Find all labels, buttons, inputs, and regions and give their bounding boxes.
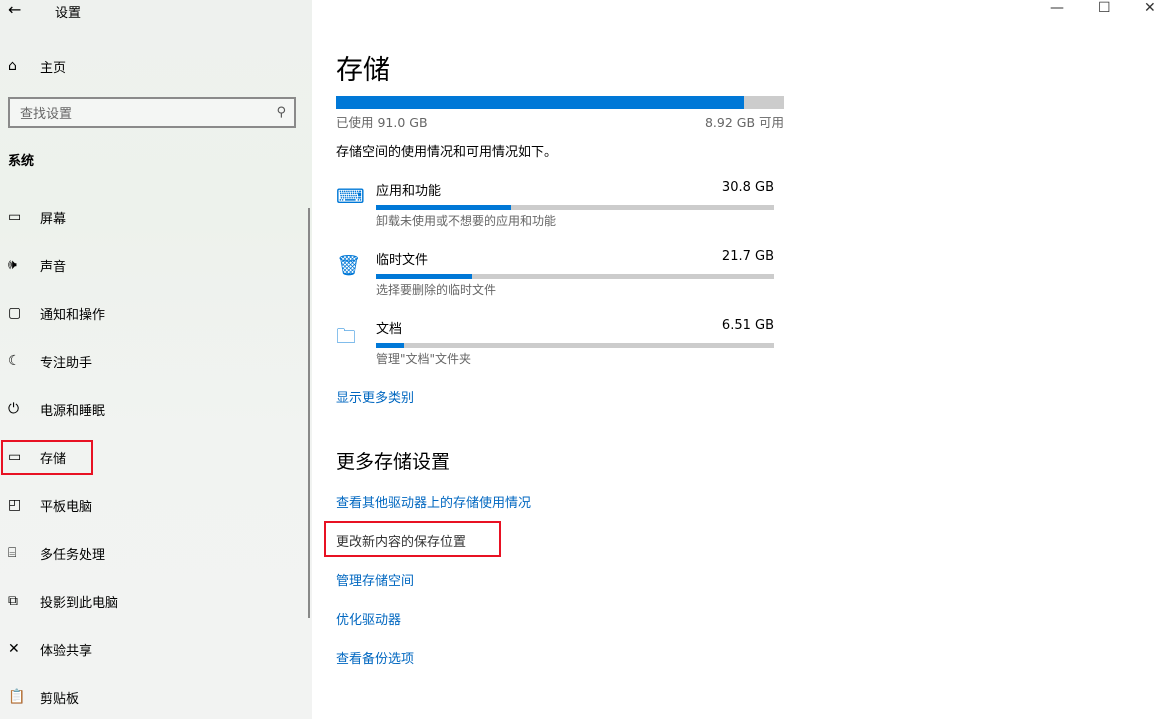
sidebar-item[interactable]: ✕ 体验共享 — [8, 637, 92, 661]
storage-settings-link[interactable]: 查看其他驱动器上的存储使用情况 — [336, 496, 532, 511]
category-name: 临时文件 — [376, 253, 429, 268]
search-input[interactable]: 查找设置 ⚲ — [8, 97, 296, 128]
home-icon: ⌂ — [8, 58, 17, 74]
category-size: 30.8 GB — [721, 180, 774, 195]
search-placeholder: 查找设置 — [20, 107, 73, 122]
sidebar-item-label: 存储 — [40, 451, 67, 467]
category-bar — [376, 343, 774, 348]
sidebar-item-label: 屏幕 — [40, 211, 67, 227]
sidebar-item-label: 通知和操作 — [40, 307, 106, 323]
sidebar-item[interactable]: ⌸ 多任务处理 — [8, 541, 105, 565]
highlight-box — [324, 521, 501, 557]
trash-icon: 🗑 — [336, 253, 362, 277]
category-bar — [376, 205, 774, 210]
storage-icon: ▭ — [8, 449, 22, 465]
share-icon: ✕ — [8, 641, 20, 657]
sidebar-item-label: 剪贴板 — [40, 691, 80, 707]
sidebar-item-label: 声音 — [40, 259, 67, 275]
category-name: 应用和功能 — [376, 184, 442, 199]
free-label: 8.92 GB 可用 — [704, 115, 784, 130]
category-bar-fill — [376, 274, 472, 279]
category-size: 21.7 GB — [721, 249, 774, 264]
more-heading: 更多存储设置 — [336, 451, 451, 473]
usage-description: 存储空间的使用情况和可用情况如下。 — [336, 145, 558, 160]
storage-settings-link[interactable]: 管理存储空间 — [336, 574, 415, 589]
used-label: 已使用 91.0 GB — [336, 115, 428, 130]
usage-bar-fill — [336, 96, 745, 109]
sidebar-item[interactable]: ⧉ 投影到此电脑 — [8, 589, 118, 613]
storage-settings-link[interactable]: 优化驱动器 — [336, 613, 402, 628]
sidebar-item[interactable]: ☾ 专注助手 — [8, 349, 92, 373]
sidebar-item[interactable]: 🕪 声音 — [8, 253, 66, 277]
power-icon: ⏻ — [8, 401, 20, 417]
section-heading: 系统 — [8, 154, 35, 169]
sidebar-item[interactable]: ▭ 屏幕 — [8, 205, 66, 229]
category-name: 文档 — [376, 322, 403, 337]
speaker-icon: 🕪 — [8, 257, 17, 273]
sidebar-item-label: 体验共享 — [40, 643, 93, 659]
sidebar-item[interactable]: ◰ 平板电脑 — [8, 493, 92, 517]
sidebar-item-label: 电源和睡眠 — [40, 403, 106, 419]
sidebar-item[interactable]: ▭ 存储 — [8, 445, 66, 469]
category-bar — [376, 274, 774, 279]
scrollbar[interactable] — [308, 208, 310, 618]
sidebar-item-label: 平板电脑 — [40, 499, 93, 515]
sidebar-item-label: 投影到此电脑 — [40, 595, 119, 611]
show-more-link[interactable]: 显示更多类别 — [336, 391, 415, 406]
category-size: 6.51 GB — [721, 318, 774, 333]
multitask-icon: ⌸ — [8, 545, 17, 561]
page-title: 存储 — [336, 55, 390, 86]
category-bar-fill — [376, 205, 512, 210]
highlight-box — [1, 440, 93, 475]
usage-bar — [336, 96, 784, 109]
moon-icon: ☾ — [8, 353, 21, 369]
sidebar-item-home[interactable]: ⌂ 主页 — [8, 54, 66, 78]
category-bar-fill — [376, 343, 404, 348]
home-label: 主页 — [40, 60, 67, 76]
back-arrow-icon[interactable]: ← — [8, 0, 22, 19]
sidebar-item[interactable]: ▢ 通知和操作 — [8, 301, 105, 325]
storage-category[interactable]: 🗀 文档 6.51 GB 管理"文档"文件夹 — [336, 318, 774, 378]
storage-category[interactable]: 🗑 临时文件 21.7 GB 选择要删除的临时文件 — [336, 249, 774, 309]
category-desc: 卸载未使用或不想要的应用和功能 — [376, 214, 557, 228]
close-icon[interactable]: ✕ — [1144, 0, 1156, 16]
app-title: 设置 — [55, 6, 82, 21]
notification-icon: ▢ — [8, 305, 22, 321]
keyboard-icon: ⌨ — [336, 184, 365, 208]
monitor-icon: ▭ — [8, 209, 22, 225]
category-desc: 选择要删除的临时文件 — [376, 283, 497, 297]
folder-icon: 🗀 — [336, 324, 356, 348]
sidebar: ← 设置 ⌂ 主页 查找设置 ⚲ 系统 ▭ 屏幕 🕪 声音 ▢ 通知和操作 ☾ … — [0, 0, 312, 719]
storage-settings-link[interactable]: 查看备份选项 — [336, 652, 415, 667]
sidebar-item[interactable]: ⏻ 电源和睡眠 — [8, 397, 105, 421]
project-icon: ⧉ — [8, 593, 18, 609]
search-icon: ⚲ — [276, 105, 286, 120]
category-desc: 管理"文档"文件夹 — [376, 352, 472, 366]
storage-category[interactable]: ⌨ 应用和功能 30.8 GB 卸载未使用或不想要的应用和功能 — [336, 180, 774, 240]
sidebar-item-label: 专注助手 — [40, 355, 93, 371]
maximize-icon[interactable]: ☐ — [1098, 0, 1111, 16]
sidebar-item[interactable]: 📋 剪贴板 — [8, 685, 79, 709]
tablet-icon: ◰ — [8, 497, 22, 513]
sidebar-item-label: 多任务处理 — [40, 547, 106, 563]
clipboard-icon: 📋 — [8, 689, 26, 705]
storage-settings-link[interactable]: 更改新内容的保存位置 — [336, 535, 467, 550]
minimize-icon[interactable]: — — [1050, 0, 1064, 16]
